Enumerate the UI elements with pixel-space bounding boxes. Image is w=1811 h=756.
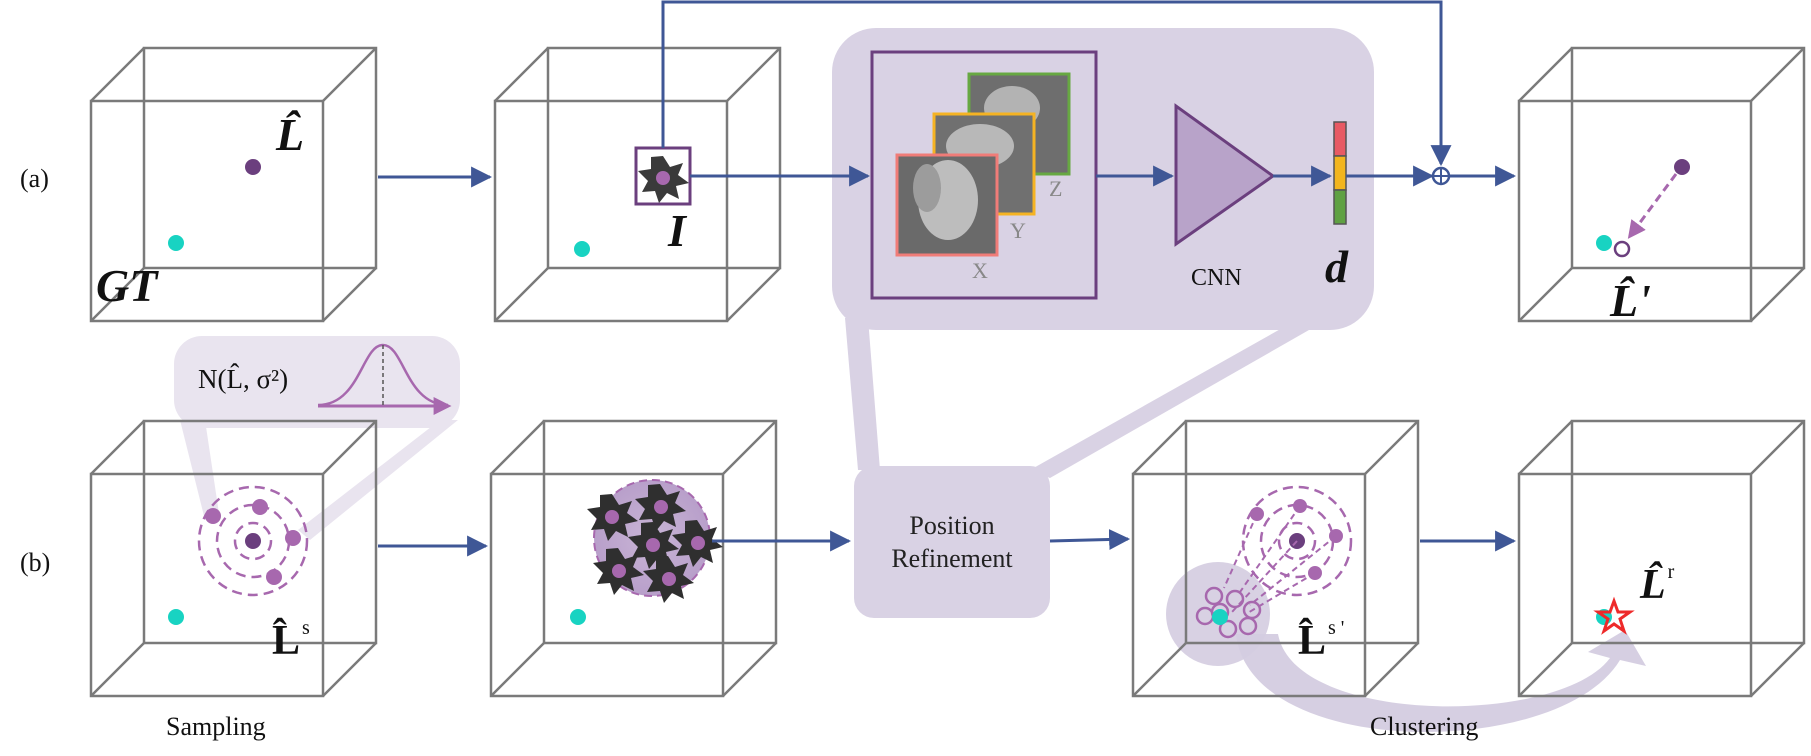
- refinement-funnel: [845, 318, 880, 470]
- slice-x-anatomy-2: [913, 164, 941, 212]
- position-refinement-line2: Refinement: [891, 543, 1013, 573]
- cube-a2: [493, 46, 782, 323]
- ground-truth-landmark: [570, 609, 586, 625]
- l-hat-r-label: L̂ r: [1640, 561, 1675, 608]
- cnn-block: [1174, 103, 1276, 247]
- cube-a3: [1517, 46, 1806, 323]
- sample-point: [252, 499, 268, 515]
- sample-point: [285, 530, 301, 546]
- ground-truth-landmark: [1596, 235, 1612, 251]
- arrow-refinement-b3: [1049, 528, 1131, 550]
- refined-positions: [1195, 586, 1262, 639]
- ground-truth-landmark: [574, 241, 590, 257]
- l-hat-s-label: L̂ s: [272, 617, 310, 664]
- cnn-label: CNN: [1191, 265, 1242, 291]
- l-hat-prime-label: L̂': [1610, 275, 1651, 326]
- image-label: I: [668, 205, 686, 256]
- axis-x-label: X: [972, 258, 988, 283]
- skip-connection: [661, 0, 1452, 167]
- normal-dist-label: N(L̂, σ²): [198, 364, 289, 394]
- refinement-funnel-right: [1030, 318, 1330, 478]
- position-refinement-label: Position Refinement: [854, 510, 1050, 575]
- ground-truth-landmark: [1212, 609, 1228, 625]
- vector-d-label: d: [1325, 241, 1348, 292]
- normal-dist-funnel-left: [180, 420, 220, 520]
- axis-z-label: Z: [1049, 176, 1063, 201]
- ground-truth-landmark: [168, 235, 184, 251]
- cube-a1: [89, 46, 378, 323]
- sampling-label: Sampling: [166, 712, 266, 741]
- predicted-landmark: [245, 533, 261, 549]
- cube-b2: [489, 419, 778, 698]
- gt-label: GT: [96, 260, 158, 311]
- predicted-landmark: [245, 159, 261, 175]
- sample-point: [205, 508, 221, 524]
- axis-y-label: Y: [1010, 218, 1026, 243]
- sample-patch-centers: [605, 500, 705, 586]
- sum-node: [1431, 166, 1451, 186]
- normal-dist-funnel-right: [298, 420, 458, 540]
- row-label-a: (a): [20, 164, 49, 193]
- update-arrow: [1627, 173, 1678, 239]
- row-label-b: (b): [20, 548, 51, 577]
- l-hat-label: L̂: [276, 109, 305, 160]
- position-refinement-line1: Position: [909, 511, 995, 540]
- initial-landmark: [1674, 159, 1690, 175]
- displacement-vector: [1333, 121, 1347, 225]
- sample-point: [266, 569, 282, 585]
- cube-b1: [89, 419, 378, 698]
- ground-truth-landmark: [168, 609, 184, 625]
- position-refinement-box: [854, 466, 1050, 618]
- clustering-arrow: [1236, 630, 1646, 733]
- cube-b4: [1517, 419, 1806, 698]
- patch-center: [656, 171, 670, 185]
- clustering-label: Clustering: [1370, 712, 1479, 741]
- final-landmark-star: [1593, 596, 1635, 635]
- refined-landmark: [1613, 240, 1631, 258]
- cube-b3: [1131, 419, 1420, 698]
- l-hat-s-prime-label: L̂ s ': [1298, 617, 1345, 664]
